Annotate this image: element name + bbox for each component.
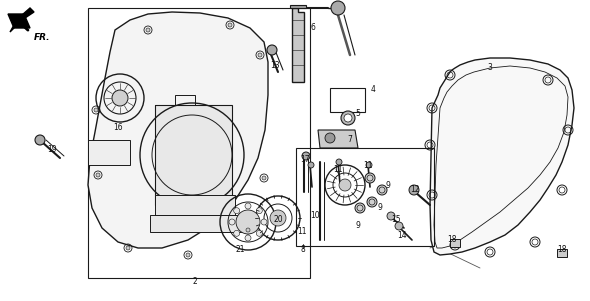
Circle shape [336, 159, 342, 165]
Circle shape [94, 108, 98, 112]
Circle shape [234, 230, 240, 236]
Text: 20: 20 [273, 216, 283, 225]
Circle shape [96, 173, 100, 177]
Circle shape [339, 179, 351, 191]
Circle shape [258, 53, 262, 57]
Bar [557, 249, 567, 257]
Text: 7: 7 [348, 135, 352, 144]
Text: 4: 4 [371, 85, 375, 95]
Text: 2: 2 [192, 278, 198, 287]
Circle shape [267, 45, 277, 55]
Polygon shape [150, 215, 250, 232]
Circle shape [341, 111, 355, 125]
Circle shape [234, 208, 240, 214]
Circle shape [262, 176, 266, 180]
Circle shape [228, 23, 232, 27]
Text: 14: 14 [397, 231, 407, 240]
Text: 19: 19 [47, 145, 57, 154]
Text: 17: 17 [300, 156, 310, 165]
Polygon shape [88, 140, 130, 165]
Circle shape [387, 212, 395, 220]
Text: 21: 21 [235, 246, 245, 255]
Text: 15: 15 [391, 216, 401, 225]
Text: 12: 12 [410, 185, 419, 194]
Circle shape [112, 90, 128, 106]
Circle shape [246, 228, 250, 232]
Text: 5: 5 [356, 108, 360, 117]
Circle shape [270, 210, 286, 226]
Bar [450, 239, 460, 247]
Text: 11: 11 [297, 228, 307, 237]
Circle shape [355, 203, 365, 213]
Polygon shape [8, 14, 30, 28]
Circle shape [146, 28, 150, 32]
Circle shape [236, 210, 260, 234]
Polygon shape [430, 58, 574, 255]
Circle shape [325, 133, 335, 143]
Circle shape [35, 135, 45, 145]
Circle shape [245, 235, 251, 241]
Polygon shape [155, 105, 232, 205]
Circle shape [126, 246, 130, 250]
Circle shape [377, 185, 387, 195]
Polygon shape [292, 8, 304, 82]
Text: 11: 11 [333, 166, 343, 175]
Polygon shape [290, 5, 306, 8]
Circle shape [366, 162, 372, 168]
Circle shape [256, 230, 263, 236]
Text: 9: 9 [378, 203, 382, 213]
Bar [296, 148, 434, 246]
Text: 11: 11 [363, 160, 373, 169]
Text: 9: 9 [356, 222, 360, 231]
Text: 9: 9 [385, 181, 391, 190]
Text: 10: 10 [310, 210, 320, 219]
Bar [88, 8, 310, 278]
Polygon shape [155, 195, 235, 215]
Circle shape [302, 152, 310, 160]
Circle shape [186, 253, 190, 257]
Text: 3: 3 [487, 64, 493, 73]
Circle shape [344, 114, 352, 122]
Polygon shape [10, 8, 34, 32]
Circle shape [367, 197, 377, 207]
Text: 6: 6 [310, 23, 316, 33]
Circle shape [308, 162, 314, 168]
Circle shape [331, 1, 345, 15]
Circle shape [245, 203, 251, 209]
Text: 8: 8 [301, 246, 306, 255]
Text: 13: 13 [270, 61, 280, 70]
Polygon shape [330, 88, 365, 112]
Text: 16: 16 [113, 123, 123, 132]
Circle shape [261, 219, 267, 225]
Text: 18: 18 [557, 246, 567, 255]
Text: 18: 18 [447, 235, 457, 244]
Circle shape [409, 185, 419, 195]
Circle shape [256, 208, 263, 214]
Polygon shape [88, 12, 268, 248]
Circle shape [229, 219, 235, 225]
Circle shape [395, 222, 403, 230]
Text: FR.: FR. [34, 33, 51, 42]
Polygon shape [318, 130, 358, 148]
Circle shape [365, 173, 375, 183]
